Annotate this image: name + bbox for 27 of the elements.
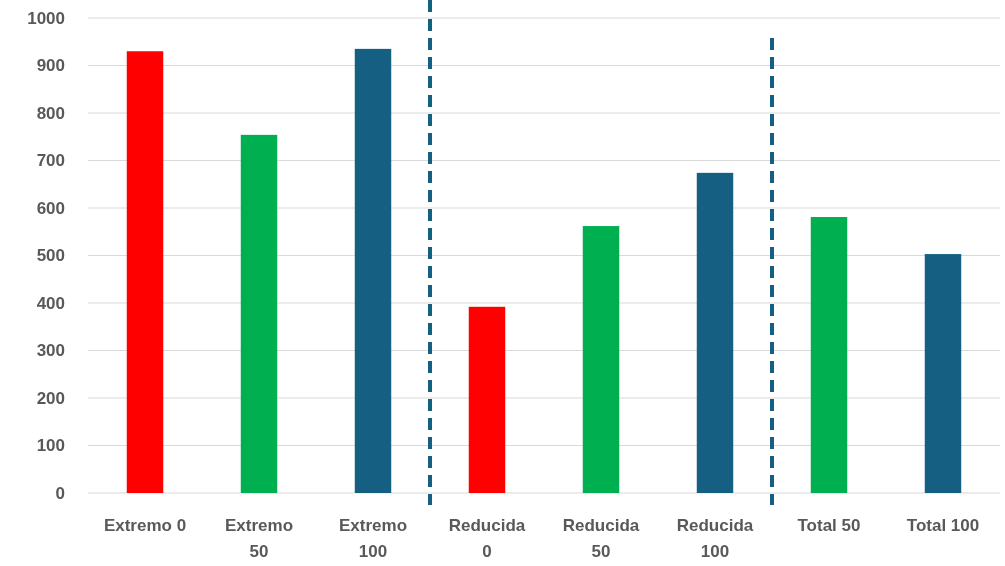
y-tick-label: 700	[36, 151, 65, 171]
y-tick-label: 500	[36, 246, 65, 266]
x-tick-label: Extremo 0	[103, 516, 187, 535]
x-tick-label: Reducida 100	[676, 516, 754, 561]
bar	[810, 217, 848, 493]
x-tick-label: Extremo 100	[338, 516, 408, 561]
y-tick-label: 200	[36, 388, 65, 408]
bar	[696, 172, 734, 493]
bar	[582, 226, 620, 493]
bar	[126, 51, 164, 493]
bar	[924, 254, 962, 493]
bar	[354, 48, 392, 493]
x-tick-label: Extremo 50	[224, 516, 294, 561]
y-tick-label: 100	[36, 436, 65, 456]
bar	[240, 134, 278, 493]
y-tick-label: 600	[36, 198, 65, 218]
x-tick-label: Reducida 50	[562, 516, 640, 561]
y-tick-label: 300	[36, 341, 65, 361]
y-tick-label: 800	[36, 103, 65, 123]
x-tick-label: Total 50	[797, 516, 861, 535]
y-tick-label: 400	[36, 293, 65, 313]
y-tick-label: 900	[36, 56, 65, 76]
y-tick-label: 0	[55, 483, 65, 503]
y-tick-label: 1000	[27, 8, 65, 28]
x-tick-label: Reducida 0	[448, 516, 526, 561]
bar	[468, 306, 506, 493]
x-tick-label: Total 100	[906, 516, 980, 535]
